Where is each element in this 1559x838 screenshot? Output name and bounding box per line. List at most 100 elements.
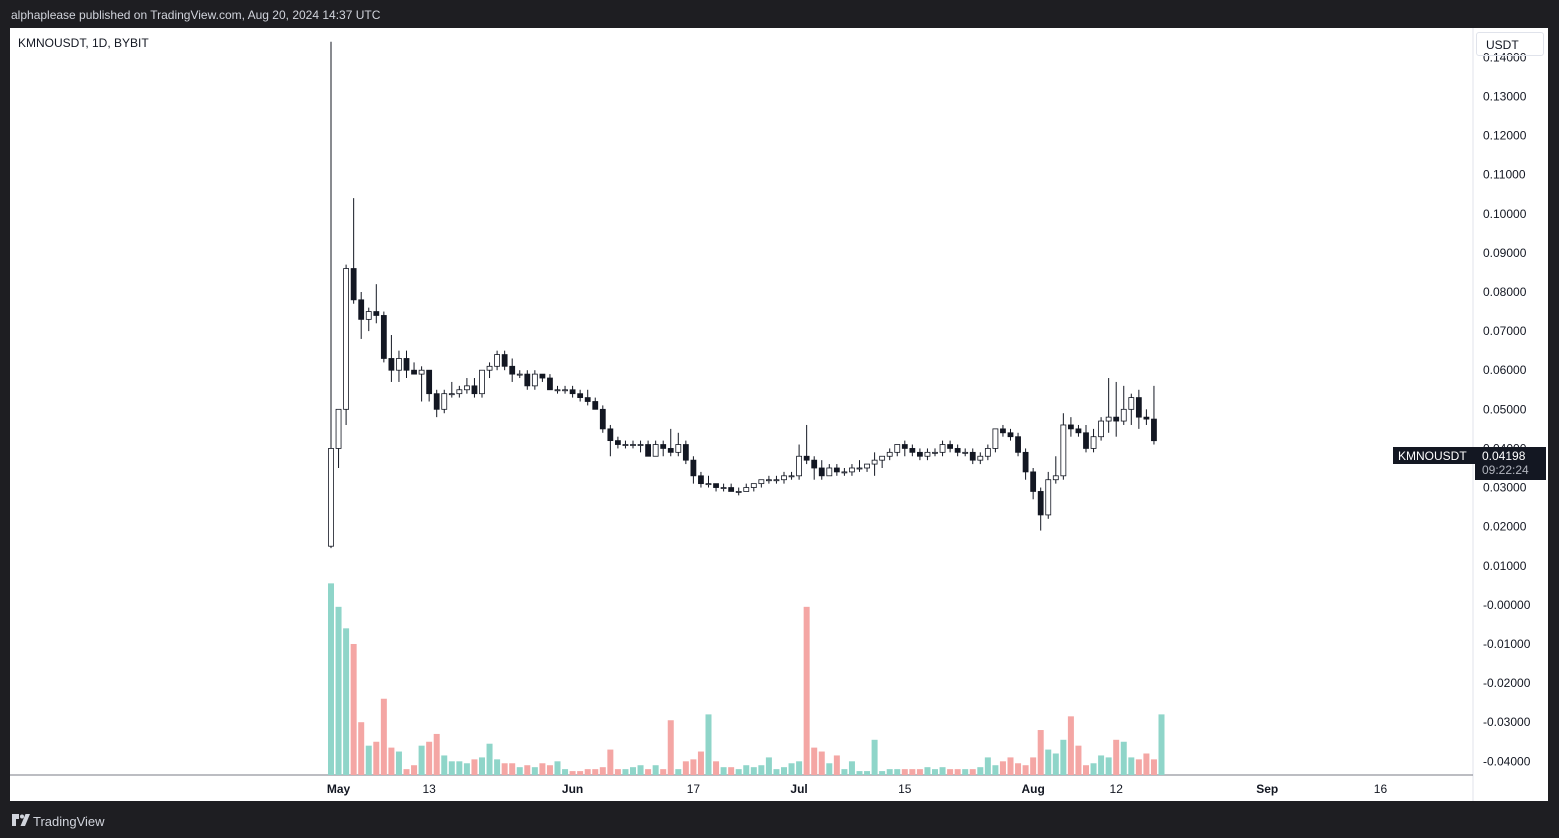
- volume-bar: [426, 741, 433, 775]
- volume-bar: [871, 739, 878, 775]
- candle: [886, 448, 893, 461]
- chart-frame[interactable]: KMNOUSDT, 1D, BYBIT 0.14000 0.13000 0.1200…: [10, 28, 1548, 801]
- candle: [539, 373, 546, 382]
- candle: [962, 448, 969, 457]
- candle-body-down: [698, 475, 704, 485]
- time-axis[interactable]: May 13 Jun 17 Jul 15 Aug 12 Sep 16: [327, 782, 1388, 796]
- volume-bar: [735, 769, 742, 775]
- candle: [781, 471, 787, 484]
- candle-body-down: [501, 354, 508, 367]
- candle: [1120, 385, 1127, 425]
- volume-bar: [486, 743, 493, 775]
- volume-bar: [1150, 759, 1157, 775]
- candle: [1037, 487, 1044, 531]
- candle: [350, 198, 357, 304]
- candle: [1135, 389, 1142, 429]
- candle: [1113, 381, 1120, 437]
- candle: [607, 424, 614, 457]
- candle: [403, 350, 410, 379]
- volume-bar: [388, 747, 395, 775]
- volume-bar: [977, 767, 984, 775]
- time-tick-label: 12: [1110, 782, 1124, 796]
- volume-bar: [992, 765, 999, 775]
- volume-bar: [380, 698, 387, 775]
- volume-bar: [1060, 739, 1067, 775]
- candle-body-down: [954, 448, 961, 453]
- volume-bar: [1083, 765, 1089, 775]
- candle: [947, 440, 953, 453]
- volume-bar: [531, 767, 538, 775]
- candle: [1060, 413, 1067, 480]
- volume-bar: [448, 761, 455, 775]
- price-tick-label: 0.13000: [1483, 89, 1527, 103]
- volume-bar: [350, 643, 357, 775]
- volume-bar: [516, 767, 523, 775]
- volume-bar: [984, 757, 991, 775]
- candle-body-up: [766, 479, 772, 482]
- candle: [1105, 378, 1112, 433]
- candle: [743, 483, 750, 492]
- candle: [849, 464, 855, 476]
- time-tick-label: 16: [1374, 782, 1388, 796]
- candle: [811, 456, 818, 480]
- candle: [720, 483, 727, 492]
- candlestick-chart[interactable]: 0.14000 0.13000 0.12000 0.11000 0.10000 0.090…: [10, 28, 1548, 801]
- candle-body-up: [1120, 408, 1127, 422]
- volume-bars: [328, 583, 1165, 775]
- time-tick-label: 17: [687, 782, 701, 796]
- candle: [977, 452, 984, 465]
- candle-body-up: [396, 358, 402, 371]
- candle-body-down: [426, 369, 433, 395]
- price-tick-label: -0.01000: [1483, 637, 1531, 651]
- volume-bar: [705, 714, 712, 775]
- volume-bar: [803, 606, 810, 775]
- time-tick-label: 13: [422, 782, 436, 796]
- candle-body-up: [773, 479, 780, 482]
- candle-body-up: [705, 483, 712, 486]
- last-price-symbol-label: KMNOUSDT: [1393, 447, 1479, 464]
- candle-body-down: [509, 365, 516, 375]
- volume-bar: [916, 769, 923, 775]
- volume-bar: [524, 765, 531, 775]
- volume-bar: [682, 761, 689, 775]
- volume-bar: [411, 765, 418, 775]
- volume-bar: [494, 759, 501, 775]
- volume-bar: [365, 745, 372, 775]
- volume-bar: [660, 769, 667, 775]
- volume-bar: [939, 767, 946, 775]
- volume-bar: [539, 763, 546, 775]
- price-tick-label: 0.09000: [1483, 246, 1527, 260]
- volume-bar: [637, 765, 644, 775]
- candle: [335, 408, 342, 468]
- candle: [547, 374, 553, 391]
- candle-body-up: [1060, 424, 1067, 477]
- volume-bar: [509, 763, 516, 775]
- volume-bar: [750, 767, 757, 775]
- candle: [1128, 393, 1135, 425]
- volume-bar: [788, 763, 795, 775]
- volume-bar: [811, 747, 818, 775]
- price-tick-label: 0.02000: [1483, 520, 1527, 534]
- candle: [592, 397, 599, 410]
- candle-body-down: [1075, 428, 1082, 434]
- candle: [622, 440, 629, 449]
- candle-body-up: [1098, 420, 1104, 438]
- currency-selector[interactable]: USDT: [1476, 32, 1544, 56]
- volume-bar: [1037, 730, 1044, 775]
- volume-bar: [758, 765, 765, 775]
- candle: [796, 444, 802, 480]
- candle: [501, 350, 508, 371]
- candle-body-down: [607, 428, 614, 442]
- candle-body-down: [524, 373, 531, 387]
- volume-bar: [932, 769, 938, 775]
- price-axis[interactable]: 0.14000 0.13000 0.12000 0.11000 0.10000 0.090…: [1483, 50, 1531, 768]
- volume-bar: [463, 763, 470, 775]
- volume-bar: [796, 761, 803, 775]
- volume-bar: [841, 769, 848, 775]
- candle-body-up: [562, 389, 568, 392]
- candle: [682, 440, 689, 465]
- volume-bar: [569, 771, 576, 775]
- volume-bar: [886, 769, 893, 775]
- candle-body-up: [494, 354, 501, 367]
- candle-body-up: [750, 483, 757, 488]
